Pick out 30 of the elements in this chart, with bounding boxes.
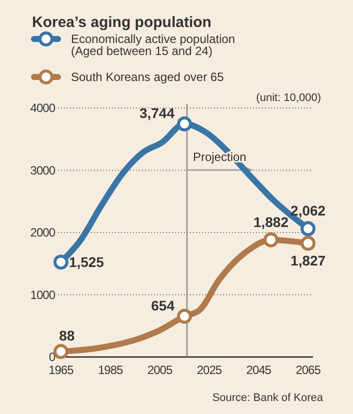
point: [300, 221, 316, 236]
point: [300, 236, 316, 251]
y-tick-label: 3000: [30, 163, 56, 178]
y-tick-label: 2000: [30, 226, 56, 240]
y-tick-label: 1000: [30, 288, 56, 302]
x-tick-label: 2065: [296, 363, 322, 377]
source-note: Source: Bank of Korea: [212, 392, 324, 404]
chart-title: Korea’s aging population: [32, 14, 212, 31]
data-label: 2,062: [290, 202, 326, 219]
x-tick-label: 2025: [196, 363, 222, 377]
point: [177, 116, 192, 132]
point: [53, 254, 68, 270]
x-tick-label: 1965: [48, 363, 74, 377]
point: [263, 232, 278, 248]
text: (unit: 10,000): [256, 92, 321, 104]
legend-label: Economically active population (Aged between 15 and 24): [71, 32, 236, 58]
legend-label: South Koreans aged over 65: [71, 70, 224, 84]
data-label: 1,882: [253, 214, 289, 230]
data-label: 654: [151, 297, 175, 314]
data-label: 3,744: [139, 104, 175, 121]
x-tick-label: 2005: [147, 363, 173, 377]
data-label: 1,827: [290, 252, 326, 268]
x-tick-label: 2045: [246, 363, 272, 377]
x-tick-label: 1985: [98, 363, 124, 377]
data-label: 1,525: [68, 254, 104, 270]
data-label: 88: [59, 328, 75, 344]
y-tick-label: 0: [48, 350, 56, 364]
point: [177, 308, 192, 324]
y-tick-label: 4000: [30, 101, 56, 115]
point: [53, 344, 68, 360]
